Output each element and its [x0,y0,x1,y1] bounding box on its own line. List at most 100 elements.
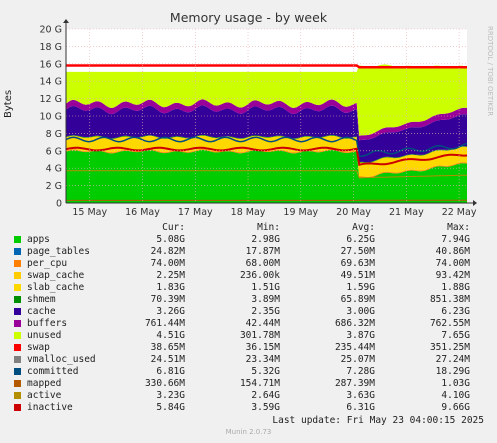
legend-row-apps: apps 5.08G 2.98G 6.25G 7.94G [0,234,497,246]
header-cur: Cur: [162,222,185,233]
legend-value-cur: 70.39M [150,294,185,305]
legend-value-cur: 3.26G [156,306,185,317]
legend-value-max: 4.10G [441,390,470,401]
legend-value-cur: 74.00M [150,258,185,269]
legend-value-max: 762.55M [429,318,470,329]
unused-area [66,64,467,136]
legend-value-avg: 7.28G [346,366,375,377]
legend-value-avg: 3.00G [346,306,375,317]
legend-value-cur: 1.83G [156,282,185,293]
committed-line [65,136,468,157]
x-axis-arrow [473,200,477,206]
legend-swatch [14,248,21,255]
legend-row-swap: swap 38.65M 36.15M 235.44M 351.25M [0,342,497,354]
legend-value-avg: 3.87G [346,330,375,341]
chart-title: Memory usage - by week [169,10,328,25]
legend-value-min: 3.59G [251,402,280,413]
legend-value-min: 2.35G [251,306,280,317]
legend-row-per-cpu: per_cpu 74.00M 68.00M 69.63M 74.00M [0,258,497,270]
legend-label: per_cpu [27,258,68,269]
legend-row-committed: committed 6.81G 5.32G 7.28G 18.29G [0,366,497,378]
swap-line [66,64,467,69]
legend-value-min: 42.44M [245,318,280,329]
legend-swatch [14,284,21,291]
legend-label: slab_cache [27,282,85,293]
header-avg: Avg: [352,222,375,233]
legend-value-min: 2.98G [251,234,280,245]
legend-value-max: 6.23G [441,306,470,317]
x-tick-label: 16 May [125,207,160,218]
legend-value-cur: 3.23G [156,390,185,401]
legend-row-unused: unused 4.51G 301.78M 3.87G 7.65G [0,330,497,342]
legend-swatch [14,404,21,411]
legend-row-mapped: mapped 330.66M 154.71M 287.39M 1.03G [0,378,497,390]
legend-value-cur: 38.65M [150,342,185,353]
x-tick-label: 15 May [72,207,107,218]
legend-value-avg: 25.07M [340,354,375,365]
legend-label: unused [27,330,62,341]
legend-label: vmalloc_used [27,354,96,365]
apps-area [66,150,467,203]
legend-value-cur: 4.51G [156,330,185,341]
legend-value-min: 17.87M [245,246,280,257]
legend-value-avg: 1.59G [346,282,375,293]
header-max: Max: [447,222,470,233]
legend-value-max: 27.24M [435,354,470,365]
legend-label: swap [27,342,50,353]
legend-value-min: 23.34M [245,354,280,365]
legend-value-cur: 761.44M [144,318,185,329]
legend-value-cur: 330.66M [144,378,185,389]
inactive-line [65,146,468,167]
legend-label: mapped [27,378,62,389]
legend-value-max: 7.94G [441,234,470,245]
legend-value-min: 3.89M [251,294,280,305]
legend-value-cur: 5.08G [156,234,185,245]
legend-value-cur: 6.81G [156,366,185,377]
x-tick-label: 21 May [389,207,424,218]
legend-value-avg: 69.63M [340,258,375,269]
legend-value-avg: 6.25G [346,234,375,245]
legend-value-min: 36.15M [245,342,280,353]
legend-value-max: 9.66G [441,402,470,413]
legend-value-max: 1.03G [441,378,470,389]
legend-swatch [14,356,21,363]
legend-value-min: 68.00M [245,258,280,269]
legend-value-max: 18.29G [435,366,470,377]
legend-value-max: 1.88G [441,282,470,293]
legend-swatch [14,368,21,375]
y-tick-label: 4 G [46,164,62,175]
legend-value-avg: 6.31G [346,402,375,413]
legend-row-slab-cache: slab_cache 1.83G 1.51G 1.59G 1.88G [0,282,497,294]
x-tick-label: 17 May [178,207,213,218]
legend-swatch [14,272,21,279]
legend-label: apps [27,234,50,245]
legend-value-min: 1.51G [251,282,280,293]
y-tick-label: 12 G [40,94,62,105]
legend-row-swap-cache: swap_cache 2.25M 236.00k 49.51M 93.42M [0,270,497,282]
legend-row-vmalloc-used: vmalloc_used 24.51M 23.34M 25.07M 27.24M [0,354,497,366]
legend-swatch [14,260,21,267]
legend-value-cur: 5.84G [156,402,185,413]
last-update: Last update: Fri May 23 04:00:15 2025 [272,415,484,426]
legend-swatch [14,332,21,339]
legend-value-max: 851.38M [429,294,470,305]
legend-value-max: 351.25M [429,342,470,353]
page-tables-area [66,149,467,178]
rrdtool-watermark: RRDTOOL / TOBI OETIKER [486,26,494,117]
legend-value-min: 5.32G [251,366,280,377]
x-tick-label: 20 May [336,207,371,218]
munin-version: Munin 2.0.73 [225,428,272,436]
legend-value-min: 2.64G [251,390,280,401]
legend-value-avg: 27.50M [340,246,375,257]
legend-value-max: 7.65G [441,330,470,341]
y-tick-label: 8 G [46,129,62,140]
legend-value-min: 301.78M [239,330,280,341]
y-tick-label: 20 G [40,25,62,36]
legend-value-avg: 287.39M [334,378,375,389]
legend-swatch [14,296,21,303]
header-min: Min: [257,222,280,233]
legend-value-max: 74.00M [435,258,470,269]
legend-label: swap_cache [27,270,85,281]
legend-row-cache: cache 3.26G 2.35G 3.00G 6.23G [0,306,497,318]
legend-label: page_tables [27,246,90,257]
